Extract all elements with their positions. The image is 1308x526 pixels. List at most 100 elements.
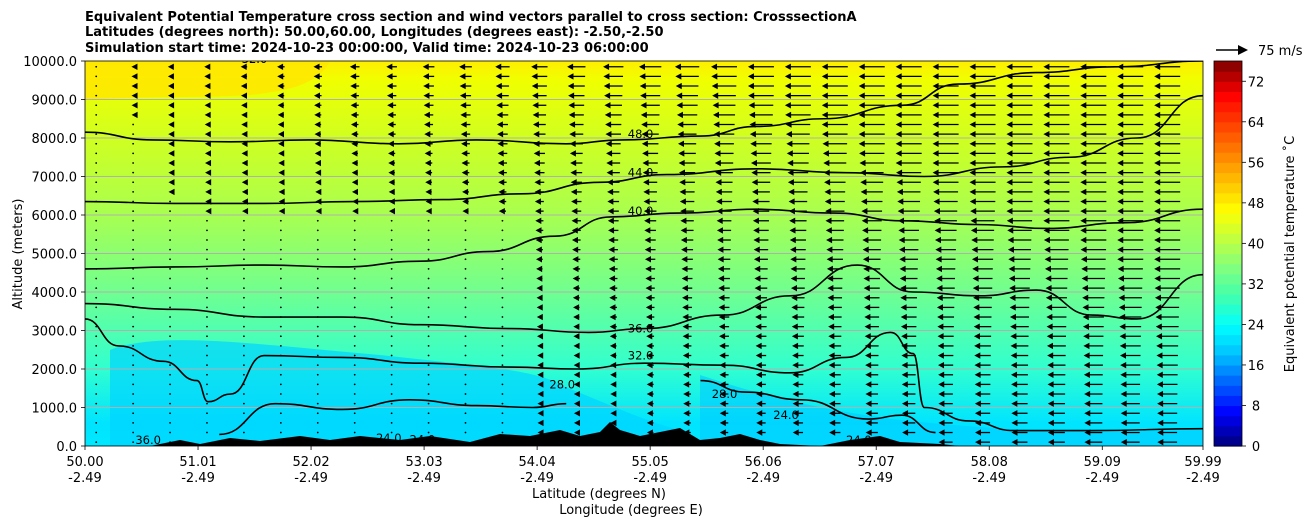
wind-vector (864, 313, 880, 321)
colorbar-segment (1214, 415, 1242, 427)
wind-vector (1157, 410, 1178, 417)
wind-vector (864, 342, 879, 350)
wind-vector (132, 152, 135, 155)
wind-vector (464, 345, 467, 347)
wind-vector (243, 383, 245, 386)
wind-vector-head (717, 265, 724, 273)
wind-vector-head (1156, 381, 1163, 388)
wind-vector (865, 371, 879, 378)
wind-vector (865, 352, 879, 359)
wind-vector (277, 102, 285, 109)
wind-vector-head (1117, 256, 1124, 263)
wind-vector (1007, 236, 1032, 244)
wind-vector-head (791, 333, 798, 340)
colorbar-tick-label: 16 (1248, 359, 1265, 374)
wind-vector-head (1154, 294, 1161, 301)
wind-vector (646, 313, 655, 321)
wind-vector (1008, 275, 1031, 282)
wind-vector (788, 198, 808, 205)
wind-vector-head (645, 284, 652, 292)
wind-vector-head (498, 207, 505, 215)
wind-vector (95, 94, 98, 97)
wind-vector-head (1083, 333, 1090, 340)
wind-vector (644, 256, 656, 263)
wind-vector (975, 429, 991, 436)
wind-vector (825, 227, 844, 234)
wind-vector-head (497, 130, 504, 138)
wind-vector-head (609, 313, 616, 321)
wind-vector (938, 438, 953, 446)
wind-vector-head (536, 256, 543, 263)
wind-vector (167, 82, 174, 90)
wind-vector-head (784, 102, 791, 109)
wind-vector-head (1009, 284, 1016, 292)
wind-vector (132, 123, 135, 126)
wind-vector (932, 63, 959, 70)
wind-vector-head (168, 111, 175, 119)
wind-vector (971, 246, 994, 253)
wind-vector (1154, 217, 1181, 224)
x-tick-label-lat: 59.09 (1084, 455, 1121, 470)
wind-vector (169, 373, 171, 376)
wind-vector (749, 111, 773, 119)
wind-vector-head (496, 102, 503, 109)
wind-vector (1010, 361, 1029, 369)
wind-vector-head (792, 419, 799, 427)
upper-warm-region (85, 61, 330, 100)
wind-vector (1043, 188, 1070, 196)
wind-vector-head (828, 371, 835, 378)
wind-vector (822, 150, 847, 157)
wind-vector (1154, 246, 1181, 253)
wind-vector-head (1047, 390, 1054, 398)
wind-vector (350, 111, 359, 119)
wind-vector (1082, 313, 1104, 321)
wind-vector-head (131, 82, 138, 90)
wind-vector (937, 333, 954, 340)
wind-vector (1080, 140, 1107, 147)
wind-vector-head (537, 361, 544, 369)
wind-vector-head (608, 236, 615, 244)
wind-vector-head (607, 198, 614, 205)
wind-vector (387, 130, 396, 138)
wind-vector-head (638, 63, 645, 70)
wind-vector-head (1156, 333, 1163, 340)
wind-vector (756, 400, 766, 407)
wind-vector-head (679, 198, 686, 205)
wind-vector (425, 179, 432, 186)
quiver-key-arrowhead (1238, 45, 1248, 55)
wind-vector (645, 294, 655, 301)
wind-vector-head (719, 371, 726, 378)
x-tick-label-lon: -2.49 (181, 471, 215, 486)
wind-vector (132, 248, 135, 251)
wind-vector (315, 207, 322, 215)
wind-vector (789, 236, 806, 244)
wind-vector-head (1046, 313, 1053, 321)
colorbar-tick-label: 24 (1248, 318, 1265, 333)
x-tick-label-lat: 57.07 (858, 455, 895, 470)
wind-vector (427, 239, 430, 241)
wind-vector-head (899, 265, 906, 273)
wind-vector (277, 121, 284, 128)
colorbar-segment (1214, 395, 1242, 407)
wind-vector (1156, 333, 1179, 340)
wind-vector (821, 92, 848, 99)
wind-vector (277, 111, 284, 119)
wind-vector (204, 150, 211, 157)
wind-vector (95, 441, 98, 444)
wind-vector-head (573, 333, 580, 340)
wind-vector (132, 441, 135, 444)
wind-vector-head (677, 121, 684, 128)
wind-vector (1043, 102, 1070, 109)
wind-vector (644, 236, 656, 244)
wind-vector (206, 287, 208, 290)
wind-vector (792, 410, 804, 417)
wind-vector-head (825, 207, 832, 215)
wind-vector (351, 130, 359, 138)
wind-vector (1154, 188, 1181, 196)
wind-vector (277, 92, 285, 99)
wind-vector-head (785, 130, 792, 138)
wind-vector-head (570, 169, 577, 176)
wind-vector-head (753, 227, 760, 234)
wind-vector (243, 268, 245, 270)
